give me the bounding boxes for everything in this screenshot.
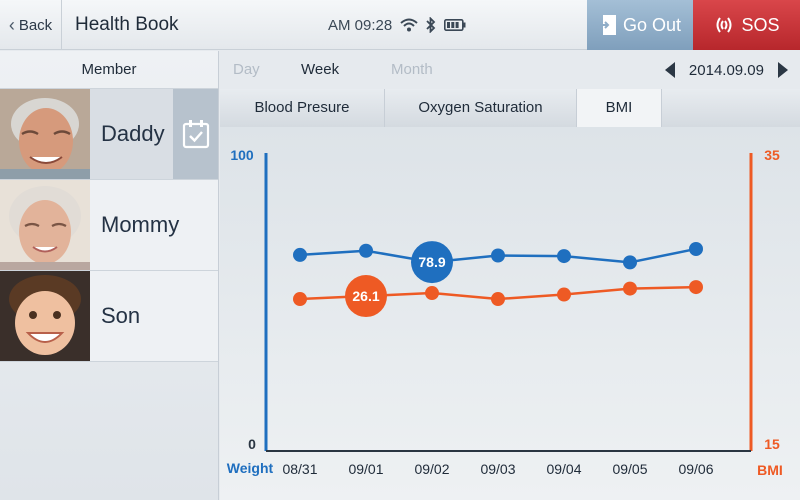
x-tick-label: 09/05 bbox=[612, 461, 647, 477]
data-point-weight bbox=[623, 255, 637, 270]
prev-date-icon[interactable] bbox=[664, 62, 675, 78]
left-axis-min-label: 0 bbox=[248, 436, 256, 452]
data-point-bmi bbox=[293, 292, 307, 307]
data-point-bmi bbox=[623, 281, 637, 296]
data-point-weight bbox=[557, 249, 571, 264]
highlight-value-label: 78.9 bbox=[418, 254, 445, 270]
wifi-icon bbox=[400, 18, 418, 32]
x-tick-label: 08/31 bbox=[282, 461, 317, 477]
tab-blood-pressure[interactable]: Blood Presure bbox=[220, 89, 385, 127]
left-axis-title: Weight bbox=[227, 460, 274, 476]
period-selector: Day Week Month 2014.09.09 bbox=[220, 51, 800, 89]
back-label: Back bbox=[18, 16, 53, 34]
right-axis-title: BMI bbox=[757, 462, 783, 478]
x-tick-label: 09/02 bbox=[414, 461, 449, 477]
data-point-bmi bbox=[689, 280, 703, 295]
highlight-value-label: 26.1 bbox=[352, 288, 379, 304]
tab-bmi[interactable]: BMI bbox=[577, 89, 662, 127]
go-out-button[interactable]: Go Out bbox=[587, 0, 693, 50]
left-axis-max-label: 100 bbox=[230, 147, 254, 163]
member-item-daddy[interactable]: Daddy bbox=[0, 89, 218, 180]
data-point-weight bbox=[491, 248, 505, 263]
calendar-button[interactable] bbox=[173, 89, 218, 179]
clock-time: AM 09:28 bbox=[328, 16, 393, 34]
sos-button[interactable]: SOS bbox=[693, 0, 800, 50]
x-tick-label: 09/01 bbox=[348, 461, 383, 477]
calendar-check-icon bbox=[182, 120, 209, 149]
highlight-point-weight bbox=[411, 241, 453, 284]
date-navigator: 2014.09.09 bbox=[664, 51, 788, 89]
status-bar: AM 09:28 bbox=[328, 0, 466, 50]
next-date-icon[interactable] bbox=[778, 62, 788, 78]
avatar-mommy bbox=[0, 180, 90, 270]
sos-label: SOS bbox=[741, 14, 780, 35]
tab-oxygen-saturation[interactable]: Oxygen Saturation bbox=[385, 89, 577, 127]
bmi-chart: 100 0 35 15 Weight BMI 08/31 09/01 09/02 09/03 09/… bbox=[220, 127, 800, 500]
x-tick-label: 09/04 bbox=[546, 461, 581, 477]
member-header: Member bbox=[0, 51, 218, 89]
period-tab-week[interactable]: Week bbox=[301, 61, 340, 78]
member-sidebar: Member Daddy bbox=[0, 51, 219, 500]
member-name-daddy: Daddy bbox=[101, 121, 165, 146]
right-axis-max-label: 35 bbox=[764, 147, 780, 163]
current-date: 2014.09.09 bbox=[688, 61, 764, 79]
page-title: Health Book bbox=[75, 14, 179, 35]
back-button[interactable]: ‹ Back bbox=[0, 0, 62, 50]
x-tick-label: 09/03 bbox=[480, 461, 515, 477]
highlight-point-bmi bbox=[345, 275, 387, 318]
x-tick-label: 09/06 bbox=[678, 461, 713, 477]
bluetooth-icon bbox=[426, 17, 436, 33]
top-bar: ‹ Back Health Book AM 09:28 Go Out bbox=[0, 0, 800, 50]
data-point-bmi bbox=[557, 287, 571, 302]
period-tab-day[interactable]: Day bbox=[233, 61, 260, 78]
metric-tabs: Blood Presure Oxygen Saturation BMI bbox=[220, 89, 800, 127]
member-item-son[interactable]: Son bbox=[0, 271, 218, 362]
sos-signal-icon bbox=[716, 17, 732, 33]
go-out-label: Go Out bbox=[622, 14, 682, 35]
chevron-left-icon: ‹ bbox=[8, 14, 15, 35]
avatar-daddy bbox=[0, 89, 90, 179]
line-chart: 100 0 35 15 Weight BMI 08/31 09/01 09/02 09/03 09/… bbox=[227, 147, 783, 478]
exit-door-icon bbox=[599, 15, 616, 35]
data-point-weight bbox=[359, 243, 373, 258]
data-point-weight bbox=[293, 247, 307, 262]
data-point-bmi bbox=[491, 292, 505, 307]
member-name-mommy: Mommy bbox=[101, 212, 180, 237]
battery-icon bbox=[444, 19, 466, 31]
tab-empty bbox=[662, 89, 800, 127]
member-name-son: Son bbox=[101, 303, 141, 328]
data-point-bmi bbox=[425, 286, 439, 301]
data-point-weight bbox=[689, 241, 703, 256]
member-item-mommy[interactable]: Mommy bbox=[0, 180, 218, 271]
period-tab-month[interactable]: Month bbox=[391, 61, 433, 78]
right-axis-min-label: 15 bbox=[764, 436, 780, 452]
avatar-son bbox=[0, 271, 90, 361]
